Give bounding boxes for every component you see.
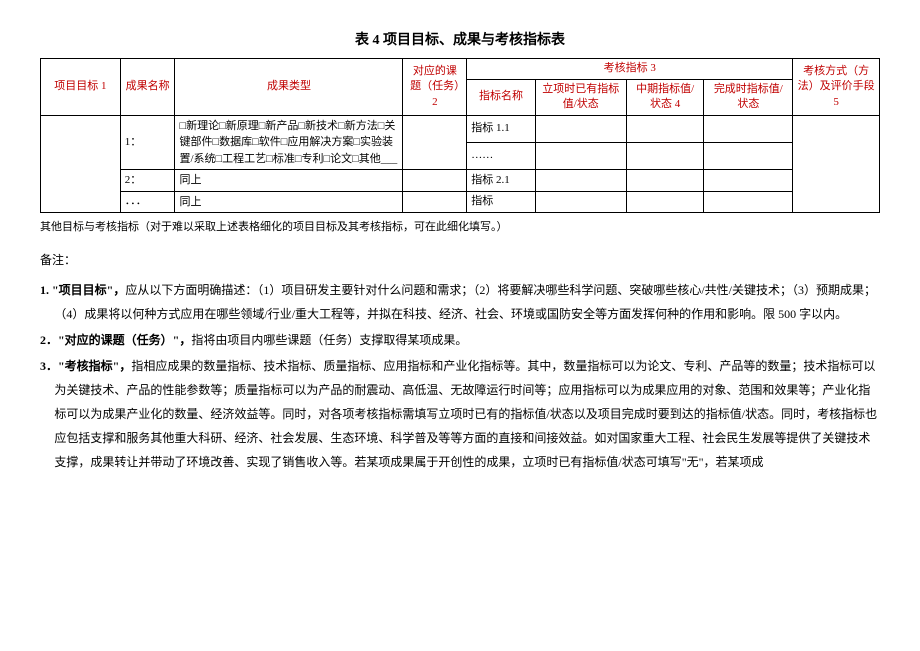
note-3-body: 指相应成果的数量指标、技术指标、质量指标、应用指标和产业化指标等。其中，数量指标… bbox=[54, 359, 877, 469]
cell-goal-blank bbox=[41, 115, 121, 213]
header-type: 成果类型 bbox=[175, 59, 403, 115]
note-1: 1. "项目目标"，应从以下方面明确描述：（1）项目研发主要针对什么问题和需求；… bbox=[40, 278, 880, 326]
cell-r1-ind: 指标 1.1 bbox=[467, 115, 535, 142]
header-ind-name: 指标名称 bbox=[467, 79, 535, 115]
cell-r2-task bbox=[403, 170, 467, 192]
cell-r1-num: 1： bbox=[120, 115, 175, 170]
assessment-table: 项目目标 1 成果名称 成果类型 对应的课题（任务）2 考核指标 3 考核方式（… bbox=[40, 58, 880, 213]
note-2: 2．"对应的课题（任务）"，指将由项目内哪些课题（任务）支撑取得某项成果。 bbox=[40, 328, 880, 352]
cell-r3-type: 同上 bbox=[175, 191, 403, 213]
cell-r3-c bbox=[626, 191, 704, 213]
cell-r2-c bbox=[626, 170, 704, 192]
cell-r1-b bbox=[535, 115, 626, 142]
cell-r2-ind: 指标 2.1 bbox=[467, 170, 535, 192]
cell-method-blank bbox=[793, 115, 880, 213]
header-ind-initial: 立项时已有指标值/状态 bbox=[535, 79, 626, 115]
header-ind-mid: 中期指标值/状态 4 bbox=[626, 79, 704, 115]
note-3: 3．"考核指标"，指相应成果的数量指标、技术指标、质量指标、应用指标和产业化指标… bbox=[40, 354, 880, 474]
note-2-body: 指将由项目内哪些课题（任务）支撑取得某项成果。 bbox=[191, 333, 467, 347]
cell-r1-c bbox=[626, 115, 704, 142]
note-2-label: 2．"对应的课题（任务）"， bbox=[40, 333, 191, 347]
cell-r3-num: ．．． bbox=[120, 191, 175, 213]
header-task: 对应的课题（任务）2 bbox=[403, 59, 467, 115]
header-method: 考核方式（方法）及评价手段 5 bbox=[793, 59, 880, 115]
cell-r3-task bbox=[403, 191, 467, 213]
note-3-label: 3．"考核指标"， bbox=[40, 359, 131, 373]
cell-r2-d bbox=[704, 170, 793, 192]
cell-r1-type: □新理论□新原理□新产品□新技术□新方法□关键部件□数据库□软件□应用解决方案□… bbox=[175, 115, 403, 170]
header-goal: 项目目标 1 bbox=[41, 59, 121, 115]
table-title: 表 4 项目目标、成果与考核指标表 bbox=[40, 30, 880, 52]
header-ind-final: 完成时指标值/状态 bbox=[704, 79, 793, 115]
cell-r1b-d bbox=[704, 142, 793, 169]
cell-r1b-b bbox=[535, 142, 626, 169]
cell-r3-ind: 指标 bbox=[467, 191, 535, 213]
note-1-label: 1. "项目目标"， bbox=[40, 283, 125, 297]
cell-r1-d bbox=[704, 115, 793, 142]
footer-note: 其他目标与考核指标（对于难以采取上述表格细化的项目目标及其考核指标，可在此细化填… bbox=[40, 219, 880, 237]
header-indicator: 考核指标 3 bbox=[467, 59, 793, 79]
notes-title: 备注： bbox=[40, 251, 880, 270]
cell-r2-b bbox=[535, 170, 626, 192]
cell-r2-type: 同上 bbox=[175, 170, 403, 192]
cell-r3-d bbox=[704, 191, 793, 213]
note-1-body: 应从以下方面明确描述：（1）项目研发主要针对什么问题和需求；（2）将要解决哪些科… bbox=[54, 283, 876, 321]
cell-r2-num: 2： bbox=[120, 170, 175, 192]
cell-r1-task bbox=[403, 115, 467, 170]
cell-r1b-c bbox=[626, 142, 704, 169]
header-name: 成果名称 bbox=[120, 59, 175, 115]
cell-r1-dots: …… bbox=[467, 142, 535, 169]
cell-r3-b bbox=[535, 191, 626, 213]
